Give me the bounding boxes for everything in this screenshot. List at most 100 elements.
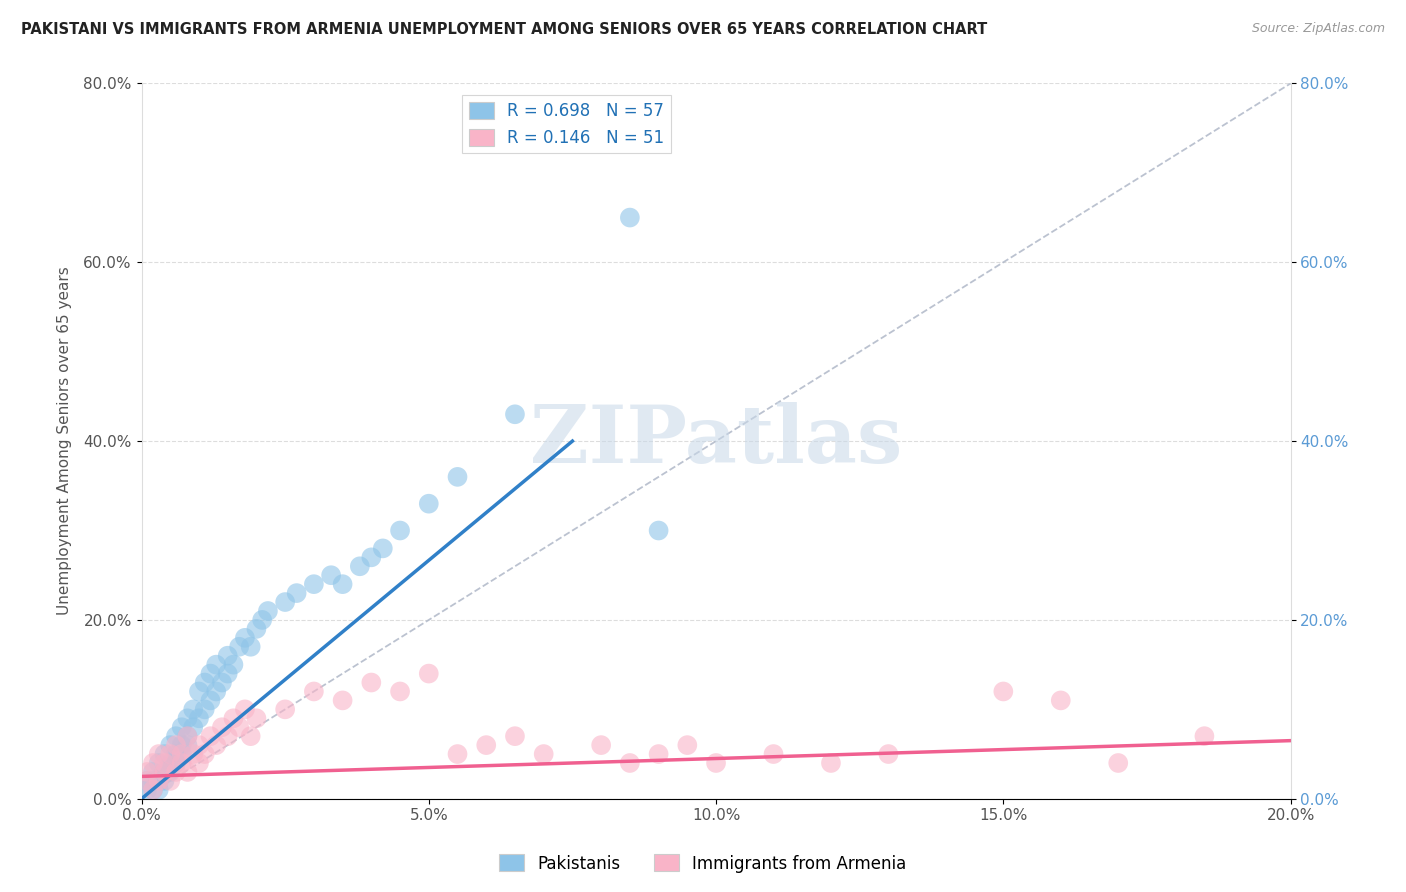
Point bbox=[188, 711, 211, 725]
Point bbox=[188, 738, 211, 752]
Point bbox=[245, 711, 267, 725]
Point bbox=[136, 782, 159, 797]
Point bbox=[211, 675, 233, 690]
Point bbox=[1107, 756, 1129, 770]
Point bbox=[302, 577, 325, 591]
Point bbox=[228, 720, 250, 734]
Point bbox=[993, 684, 1015, 698]
Point bbox=[136, 773, 159, 788]
Point bbox=[148, 773, 170, 788]
Legend: R = 0.698   N = 57, R = 0.146   N = 51: R = 0.698 N = 57, R = 0.146 N = 51 bbox=[463, 95, 671, 153]
Point bbox=[205, 684, 228, 698]
Point bbox=[136, 764, 159, 779]
Point bbox=[170, 747, 193, 761]
Point bbox=[418, 666, 440, 681]
Point bbox=[704, 756, 727, 770]
Point bbox=[159, 747, 181, 761]
Point bbox=[228, 640, 250, 654]
Point bbox=[159, 764, 181, 779]
Point bbox=[142, 764, 165, 779]
Point bbox=[285, 586, 308, 600]
Point bbox=[211, 720, 233, 734]
Point bbox=[389, 684, 412, 698]
Point bbox=[159, 738, 181, 752]
Legend: Pakistanis, Immigrants from Armenia: Pakistanis, Immigrants from Armenia bbox=[492, 847, 914, 880]
Point bbox=[165, 747, 187, 761]
Point bbox=[217, 729, 239, 743]
Point bbox=[503, 407, 526, 421]
Point bbox=[647, 747, 669, 761]
Point bbox=[475, 738, 498, 752]
Point bbox=[446, 747, 468, 761]
Point bbox=[176, 729, 198, 743]
Point bbox=[360, 550, 382, 565]
Point bbox=[142, 756, 165, 770]
Text: Source: ZipAtlas.com: Source: ZipAtlas.com bbox=[1251, 22, 1385, 36]
Point bbox=[142, 782, 165, 797]
Point bbox=[176, 729, 198, 743]
Point bbox=[349, 559, 371, 574]
Point bbox=[165, 756, 187, 770]
Point bbox=[647, 524, 669, 538]
Point bbox=[1049, 693, 1071, 707]
Point bbox=[274, 595, 297, 609]
Point bbox=[165, 729, 187, 743]
Point bbox=[142, 782, 165, 797]
Point bbox=[1194, 729, 1216, 743]
Point bbox=[176, 738, 198, 752]
Point bbox=[233, 631, 256, 645]
Point bbox=[222, 711, 245, 725]
Point bbox=[181, 747, 204, 761]
Point bbox=[820, 756, 842, 770]
Point bbox=[148, 756, 170, 770]
Point bbox=[153, 747, 176, 761]
Point bbox=[418, 497, 440, 511]
Point bbox=[176, 711, 198, 725]
Point bbox=[153, 764, 176, 779]
Point bbox=[142, 773, 165, 788]
Point bbox=[170, 738, 193, 752]
Point bbox=[762, 747, 785, 761]
Text: PAKISTANI VS IMMIGRANTS FROM ARMENIA UNEMPLOYMENT AMONG SENIORS OVER 65 YEARS CO: PAKISTANI VS IMMIGRANTS FROM ARMENIA UNE… bbox=[21, 22, 987, 37]
Point bbox=[170, 720, 193, 734]
Point bbox=[153, 756, 176, 770]
Point bbox=[676, 738, 699, 752]
Text: ZIPatlas: ZIPatlas bbox=[530, 402, 903, 480]
Point bbox=[319, 568, 342, 582]
Point bbox=[389, 524, 412, 538]
Point bbox=[332, 693, 354, 707]
Point bbox=[148, 773, 170, 788]
Point bbox=[533, 747, 555, 761]
Point bbox=[250, 613, 273, 627]
Point bbox=[245, 622, 267, 636]
Point bbox=[188, 756, 211, 770]
Point bbox=[148, 747, 170, 761]
Point bbox=[194, 675, 217, 690]
Y-axis label: Unemployment Among Seniors over 65 years: Unemployment Among Seniors over 65 years bbox=[58, 267, 72, 615]
Point bbox=[205, 738, 228, 752]
Point bbox=[222, 657, 245, 672]
Point bbox=[194, 747, 217, 761]
Point bbox=[371, 541, 394, 556]
Point bbox=[619, 756, 641, 770]
Point bbox=[239, 640, 262, 654]
Point bbox=[332, 577, 354, 591]
Point bbox=[194, 702, 217, 716]
Point bbox=[200, 729, 222, 743]
Point bbox=[159, 773, 181, 788]
Point bbox=[619, 211, 641, 225]
Point bbox=[181, 702, 204, 716]
Point bbox=[233, 702, 256, 716]
Point bbox=[205, 657, 228, 672]
Point bbox=[165, 738, 187, 752]
Point bbox=[136, 773, 159, 788]
Point bbox=[200, 693, 222, 707]
Point bbox=[148, 782, 170, 797]
Point bbox=[188, 684, 211, 698]
Point bbox=[170, 747, 193, 761]
Point bbox=[153, 773, 176, 788]
Point bbox=[170, 756, 193, 770]
Point bbox=[302, 684, 325, 698]
Point bbox=[257, 604, 280, 618]
Point bbox=[165, 764, 187, 779]
